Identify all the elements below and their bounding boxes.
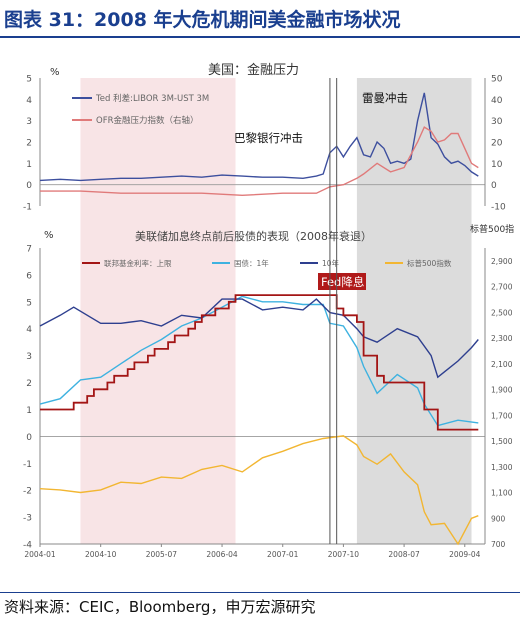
p2-left-tick-label: -2 (23, 487, 32, 497)
fed-funds-rate-series-line (40, 294, 479, 431)
p1-left-tick-label: -1 (23, 203, 32, 213)
p2-chart-title: 美联储加息终点前后股债的表现（2008年衰退） (135, 229, 372, 243)
ted-spread-series-line (39, 92, 479, 182)
treasury-1y-series-line (39, 295, 479, 427)
p1-left-axis-unit: % (50, 67, 60, 78)
legend-label-sp500: 标普500指数 (407, 258, 452, 268)
p2-right-tick-label: 2,300 (491, 334, 513, 343)
p2-right-axis-unit: 标普500指 (470, 223, 514, 235)
sp500-series-line (39, 435, 479, 546)
p2-x-tick-label: 2006-04 (206, 550, 238, 559)
p2-left-tick-label: 1 (26, 406, 32, 416)
report-footer: 资料来源：CEIC，Bloomberg，申万宏源研究 (0, 592, 520, 620)
p1-right-tick-label: 0 (491, 181, 497, 191)
p2-right-tick-label: 1,500 (491, 437, 513, 446)
p2-x-tick-label: 2004-01 (24, 550, 56, 559)
p1-left-tick-label: 4 (26, 96, 32, 106)
p2-x-tick-label: 2007-10 (328, 550, 360, 559)
p2-x-tick-label: 2009-04 (449, 550, 481, 559)
p2-x-tick-label: 2004-10 (85, 550, 117, 559)
p2-right-tick-label: 1,700 (491, 411, 513, 420)
p2-left-tick-label: 5 (26, 298, 32, 308)
p2-right-tick-label: 2,900 (491, 257, 513, 266)
p2-legend: 联邦基金利率：上限 国债：1年 10年 标普500指数 (82, 258, 452, 268)
treasury-10y-series-line (39, 298, 479, 379)
p2-left-tick-label: 6 (26, 271, 32, 281)
p2-left-tick-label: -4 (23, 541, 32, 551)
legend-label-ofr: OFR金融压力指数（右轴） (96, 115, 199, 126)
p1-left-axis: -1 0 1 2 3 4 5 (23, 75, 485, 213)
p2-x-tick-label: 2007-01 (267, 550, 299, 559)
p1-left-tick-label: 5 (26, 75, 32, 85)
pink-band-shading (80, 78, 236, 544)
report-header: 图表 31：2008 年大危机期间美金融市场状况 (0, 0, 520, 38)
p2-right-tick-label: 1,300 (491, 463, 513, 472)
p1-left-tick-label: 1 (26, 160, 32, 170)
p2-left-tick-label: 7 (26, 245, 32, 255)
p2-left-tick-label: 3 (26, 352, 32, 362)
p1-left-tick-label: 0 (26, 181, 32, 191)
figure-title: 图表 31：2008 年大危机期间美金融市场状况 (4, 9, 401, 31)
p2-left-axis-unit: % (44, 230, 54, 241)
p1-right-tick-label: 10 (491, 160, 503, 170)
p2-left-tick-label: -1 (23, 460, 32, 470)
p2-left-axis: -4 -3 -2 -1 0 1 2 3 4 5 6 7 (23, 245, 485, 551)
p2-right-tick-label: 1,100 (491, 489, 513, 498)
p1-right-tick-label: 40 (491, 96, 503, 106)
data-source-note: 资料来源：CEIC，Bloomberg，申万宏源研究 (4, 598, 316, 616)
p2-right-tick-label: 2,500 (491, 308, 513, 317)
annotation-lehman-shock: 雷曼冲击 (362, 91, 408, 105)
p2-left-tick-label: 4 (26, 325, 32, 335)
gray-band-shading (356, 78, 472, 544)
p1-chart-title: 美国：金融压力 (208, 62, 299, 78)
annotation-fed-cut-label: Fed降息 (321, 275, 364, 289)
legend-label-fed-funds: 联邦基金利率：上限 (104, 258, 172, 268)
p1-right-tick-label: -10 (491, 203, 506, 213)
p2-x-axis: 2004-01 2004-10 2005-07 2006-04 2007-01 2007-… (24, 543, 485, 559)
p2-right-tick-label: 1,900 (491, 386, 513, 395)
legend-label-treasury-1y: 国债：1年 (234, 258, 269, 268)
p2-x-tick-label: 2008-07 (388, 550, 420, 559)
p1-legend: Ted 利差:LIBOR 3M-UST 3M OFR金融压力指数（右轴） (72, 93, 209, 126)
p1-right-tick-label: 50 (491, 75, 503, 85)
p1-right-axis: -10 0 10 20 30 40 50 (484, 75, 506, 213)
panel-stocks-bonds: -4 -3 -2 -1 0 1 2 3 4 5 6 7 700 900 1,100 1,300 1,500 1,… (23, 223, 514, 559)
p1-left-tick-label: 3 (26, 117, 32, 127)
ofr-stress-series-line (40, 126, 479, 197)
p2-x-tick-label: 2005-07 (146, 550, 178, 559)
p2-right-axis: 700 900 1,100 1,300 1,500 1,700 1,900 2,100 2,30… (484, 248, 513, 549)
p2-right-tick-label: 700 (491, 540, 506, 549)
p2-right-tick-label: 2,700 (491, 283, 513, 292)
p2-left-tick-label: 0 (26, 433, 32, 443)
p1-right-tick-label: 30 (491, 117, 503, 127)
p2-right-tick-label: 900 (491, 514, 506, 523)
annotation-paris-shock: 巴黎银行冲击 (234, 131, 303, 145)
p2-left-tick-label: 2 (26, 379, 32, 389)
legend-label-treasury-10y: 10年 (322, 258, 340, 268)
legend-label-ted: Ted 利差:LIBOR 3M-UST 3M (95, 93, 209, 104)
p1-left-tick-label: 2 (26, 139, 32, 149)
p2-right-tick-label: 2,100 (491, 360, 513, 369)
p2-left-tick-label: -3 (23, 514, 32, 524)
p1-right-tick-label: 20 (491, 139, 503, 149)
